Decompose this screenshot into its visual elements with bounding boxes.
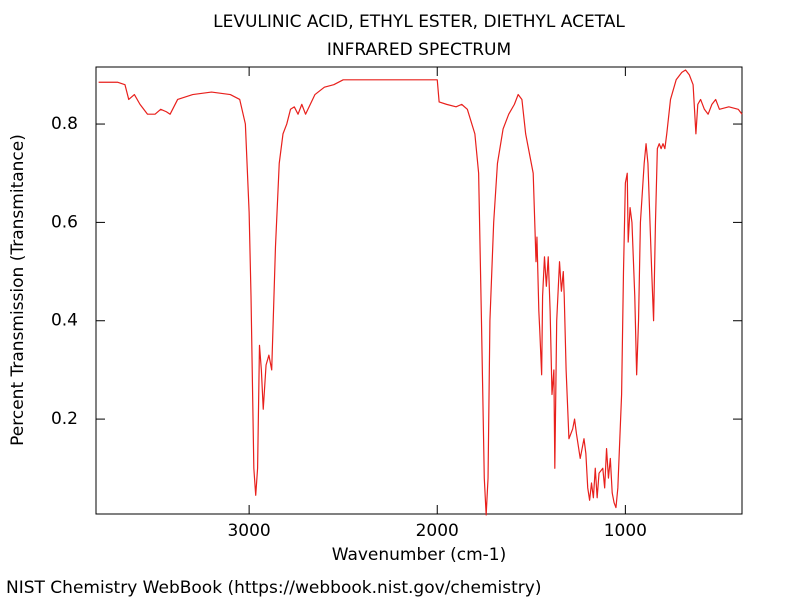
spectrum-line [98, 69, 743, 516]
x-tick-label: 3000 [227, 521, 270, 541]
footer: NIST Chemistry WebBook (https://webbook.… [6, 578, 541, 598]
y-tick-label: 0.8 [51, 114, 78, 134]
y-axis-label: Percent Transmission (Transmitance) [8, 134, 28, 446]
plot-frame [95, 66, 743, 515]
x-tick-label: 2000 [416, 521, 459, 541]
chart-title: LEVULINIC ACID, ETHYL ESTER, DIETHYL ACE… [213, 12, 625, 32]
y-tick-label: 0.6 [51, 212, 78, 232]
y-tick-label: 0.2 [51, 409, 78, 429]
chart-subtitle: INFRARED SPECTRUM [327, 40, 511, 60]
x-tick-label: 1000 [604, 521, 647, 541]
y-tick-label: 0.4 [51, 311, 78, 331]
x-axis-label: Wavenumber (cm-1) [332, 545, 507, 565]
